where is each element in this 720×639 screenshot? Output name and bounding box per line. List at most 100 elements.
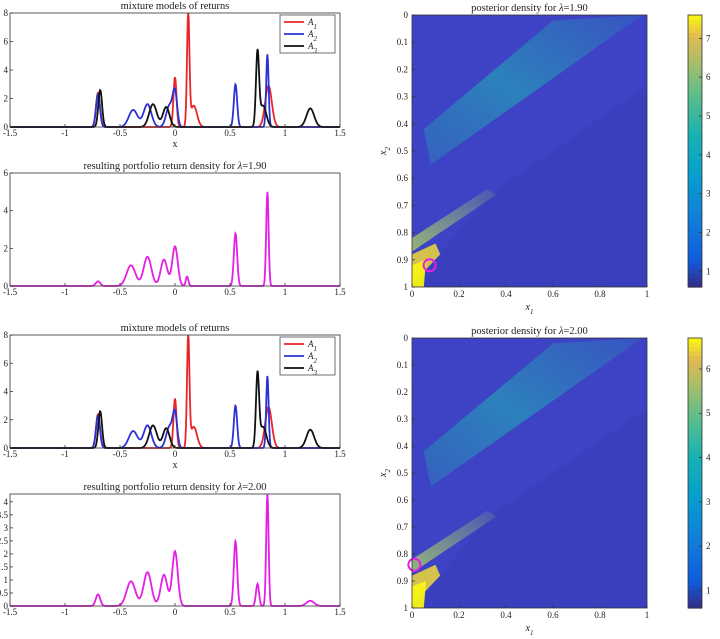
mix-top-xtick-label: 0.5 [224, 128, 236, 138]
post-top-colorbar-segment [688, 182, 702, 188]
post-bottom-ylabel: x2 [378, 469, 392, 478]
post-bottom-colorbar-segment [688, 590, 702, 596]
post-top-xlabel-sub: 1 [530, 308, 534, 316]
post-bottom-ytick-label: 0.8 [397, 549, 409, 559]
post-top-heatmap-upper-band [423, 15, 643, 165]
post-bottom-colorbar-segment [688, 473, 702, 479]
post-top-colorbar-tick-label: 2 [706, 228, 711, 238]
post-top-colorbar-segment [688, 155, 702, 161]
post-top-colorbar-segment [688, 214, 702, 220]
post-top-xtick-label: 0 [410, 289, 415, 299]
port-top-xtick-label: 1.5 [334, 287, 346, 297]
post-top-colorbar-segment [688, 196, 702, 202]
mix-top-xtick-label: -0.5 [113, 128, 128, 138]
port-bottom-xtick-label: -0.5 [113, 607, 128, 617]
post-bottom-heatmap-upper-band [423, 338, 643, 487]
mix-bottom-xlabel: x [173, 460, 178, 471]
post-top-ytick-label: 0.6 [397, 173, 409, 183]
post-top-ytick-label: 0.5 [397, 146, 409, 156]
post-top-colorbar-segment [688, 187, 702, 193]
port-bottom-ytick-label: 0 [4, 601, 9, 611]
port-bottom-xtick-label: 1 [283, 607, 288, 617]
post-bottom-colorbar-tick-label: 3 [706, 497, 711, 507]
post-bottom-colorbar-segment [688, 392, 702, 398]
post-bottom-ytick-label: 0 [404, 333, 409, 343]
post-top-colorbar-segment [688, 264, 702, 270]
chart-posterior-density-bottom: posterior density for λ=2.00 0 0.2 0.4 0.6 0.… [378, 326, 711, 637]
post-bottom-colorbar-segment [688, 414, 702, 420]
post-top-colorbar-segment [688, 169, 702, 175]
port-top-ytick-label: 4 [4, 206, 9, 216]
post-bottom-colorbar-segment [688, 554, 702, 560]
post-top-colorbar-segment [688, 128, 702, 134]
port-bottom-ytick-label: 4 [4, 497, 9, 507]
chart-posterior-density-top: posterior density for λ=1.90 0 0.2 0.4 0.6 0.… [378, 3, 711, 316]
post-bottom-colorbar-segment [688, 504, 702, 510]
post-bottom-colorbar-segment [688, 450, 702, 456]
post-top-colorbar-segment [688, 64, 702, 70]
post-bottom-ytick-label: 0.2 [397, 387, 408, 397]
post-top-ytick-label: 1 [404, 282, 409, 292]
post-bottom-title-value: =2.00 [564, 326, 588, 337]
post-bottom-colorbar-segment [688, 545, 702, 551]
mix-top-legend-label-main: A [307, 29, 314, 39]
mix-bottom-ytick-label: 8 [4, 330, 9, 340]
post-top-colorbar-segment [688, 282, 702, 288]
chart-portfolio-density-bottom: resulting portfolio return density for λ… [0, 482, 346, 617]
mix-bottom-xtick-label: -1 [61, 449, 69, 459]
port-top-ytick-label: 0 [4, 281, 9, 291]
post-top-ytick-label: 0.3 [397, 92, 409, 102]
mix-top-legend-label-main: A [307, 41, 314, 51]
port-top-title-prefix: resulting portfolio return density for [83, 161, 237, 172]
post-bottom-colorbar-segment [688, 347, 702, 353]
post-bottom-title-symbol: λ [558, 326, 564, 337]
post-top-colorbar-segment [688, 223, 702, 229]
post-top-xtick-label: 0.8 [594, 289, 606, 299]
post-top-colorbar-segment [688, 259, 702, 265]
post-top-colorbar-box [687, 14, 703, 288]
post-top-colorbar-segment [688, 209, 702, 216]
post-top-title-value: =1.90 [564, 3, 588, 14]
post-top-colorbar-segment [688, 132, 702, 138]
post-top-title-prefix: posterior density for [471, 3, 559, 14]
post-bottom-colorbar-segment [688, 428, 702, 434]
post-bottom-colorbar-segment [688, 477, 702, 483]
port-top-xtick-label: 0.5 [224, 287, 236, 297]
mix-top-xlabel: x [173, 139, 178, 150]
post-top-colorbar-tick-label: 7 [706, 33, 711, 43]
post-bottom-colorbar-segment [688, 369, 702, 375]
mix-bottom-legend-label-main: A [307, 339, 314, 349]
post-top-colorbar-segment [688, 164, 702, 170]
mix-bottom-ytick-label: 2 [4, 415, 9, 425]
post-top-colorbar-tick-label: 5 [706, 111, 711, 121]
post-bottom-colorbar-segment [688, 491, 702, 497]
port-bottom-ytick-label: 1.5 [0, 562, 9, 572]
post-top-marker-circle [422, 258, 437, 273]
mix-top-legend-label: A3 [307, 41, 318, 55]
post-bottom-colorbar-segment [688, 527, 702, 533]
mix-bottom-xtick-label: 0.5 [224, 449, 236, 459]
port-bottom-xtick-label: 0.5 [224, 607, 236, 617]
mix-top-legend-label-sub: 1 [314, 23, 318, 31]
port-top-title-value: =1.90 [242, 161, 266, 172]
post-top-colorbar-segment [688, 173, 702, 179]
post-bottom-colorbar-segment [688, 383, 702, 389]
post-bottom-colorbar-segment [688, 495, 702, 501]
post-bottom-ylabel-main: x [378, 472, 389, 478]
mix-bottom-legend-label-sub: 1 [314, 345, 318, 353]
post-bottom-colorbar-segment [688, 522, 702, 528]
post-bottom-colorbar-segment [688, 441, 702, 447]
post-top-colorbar-segment [688, 83, 702, 89]
mix-bottom-legend-label-main: A [307, 363, 314, 373]
post-bottom-colorbar-segment [688, 531, 702, 537]
post-bottom-colorbar-segment [688, 351, 702, 357]
post-top-colorbar-segment [688, 277, 702, 284]
post-bottom-colorbar-segment [688, 486, 702, 492]
post-bottom-colorbar-tick-label: 2 [706, 541, 711, 551]
mix-bottom-xtick-label: 1 [283, 449, 288, 459]
post-top-colorbar-segment [688, 119, 702, 125]
mix-bottom-legend-label: A2 [307, 351, 318, 365]
post-bottom-colorbar-segment [688, 500, 702, 506]
post-bottom-colorbar-segment [688, 432, 702, 438]
post-bottom-ytick-label: 0.9 [397, 576, 409, 586]
